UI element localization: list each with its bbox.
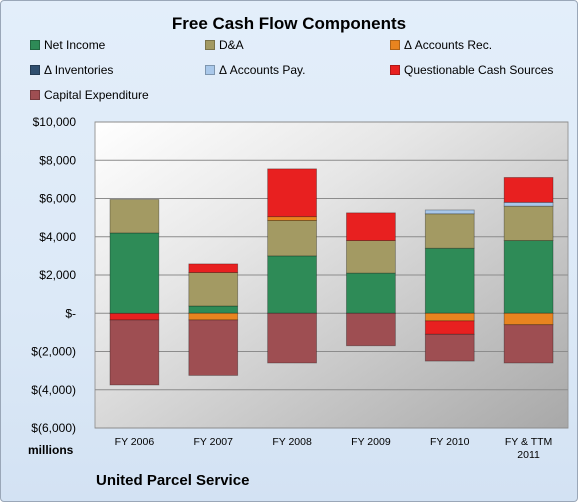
- legend-item: Δ Accounts Pay.: [205, 63, 306, 77]
- x-axis: FY 2006 FY 2007 FY 2008 FY 2009 FY 2010 FY & …: [115, 436, 553, 461]
- bar-segment: [503, 201, 554, 207]
- y-tick-label: $6,000: [39, 192, 76, 206]
- bar-segment: [188, 312, 239, 321]
- bar-segment: [503, 324, 554, 364]
- bar-segment: [346, 312, 396, 347]
- bar-segment: [267, 220, 317, 257]
- bar-segment: [188, 319, 239, 376]
- bar-segment: [188, 305, 239, 314]
- bar-segment: [188, 272, 239, 307]
- legend-swatch: [205, 40, 215, 50]
- bar-segment: [346, 272, 396, 314]
- bar-segment: [503, 205, 554, 241]
- bar-segment: [267, 312, 317, 364]
- bar-segment: [346, 212, 396, 241]
- units-label: millions: [28, 443, 74, 457]
- legend-swatch: [30, 65, 40, 75]
- x-tick-label: FY 2010: [430, 436, 470, 448]
- x-tick-label: FY 2009: [351, 436, 391, 448]
- bar-segment: [346, 240, 396, 274]
- bar-segment: [109, 199, 160, 234]
- bars: [109, 168, 554, 386]
- bar-segment: [503, 240, 554, 314]
- y-tick-label: $(4,000): [31, 383, 76, 397]
- legend-item: Capital Expenditure: [30, 88, 149, 102]
- legend-label: Δ Inventories: [44, 63, 114, 77]
- legend-item: Δ Inventories: [30, 63, 113, 77]
- legend-label: Net Income: [44, 38, 106, 52]
- y-tick-label: $(6,000): [31, 421, 76, 435]
- bar-segment: [503, 312, 554, 326]
- legend-swatch: [205, 65, 215, 75]
- y-tick-label: $8,000: [39, 153, 76, 167]
- bar-segment: [109, 232, 160, 314]
- bar-segment: [109, 312, 160, 321]
- bar-segment: [424, 213, 475, 249]
- x-tick-label: FY 2008: [272, 436, 312, 448]
- x-tick-label: FY & TTM: [505, 436, 552, 448]
- legend-label: D&A: [219, 38, 244, 52]
- bar-segment: [424, 333, 475, 362]
- y-axis: $10,000 $8,000 $6,000 $4,000 $2,000 $- $(2,000…: [31, 115, 76, 435]
- x-tick-label: FY 2007: [193, 436, 233, 448]
- bar-segment: [267, 216, 317, 221]
- legend-label: Δ Accounts Rec.: [404, 38, 493, 52]
- x-tick-label: FY 2006: [115, 436, 155, 448]
- chart-title: Free Cash Flow Components: [171, 14, 407, 33]
- bar-segment: [424, 312, 475, 322]
- bar-segment: [424, 209, 475, 215]
- y-tick-label: $2,000: [39, 268, 76, 282]
- legend-item: Δ Accounts Rec.: [390, 38, 492, 52]
- y-tick-label: $-: [65, 306, 76, 320]
- legend-swatch: [390, 65, 400, 75]
- y-tick-label: $10,000: [33, 115, 77, 129]
- legend-label: Δ Accounts Pay.: [219, 63, 306, 77]
- legend-item: D&A: [205, 38, 244, 52]
- bar-segment: [267, 255, 317, 314]
- bar-segment: [424, 320, 475, 335]
- bar-segment: [503, 177, 554, 203]
- legend-item: Net Income: [30, 38, 105, 52]
- legend-item: Questionable Cash Sources: [390, 63, 553, 77]
- gridlines: [95, 121, 568, 429]
- bar-segment: [424, 247, 475, 314]
- bar-segment: [188, 263, 239, 273]
- bar-segment: [109, 319, 160, 386]
- legend-label: Questionable Cash Sources: [404, 63, 554, 77]
- legend-swatch: [30, 40, 40, 50]
- company-name: United Parcel Service: [96, 472, 250, 489]
- bar-segment: [267, 168, 317, 218]
- y-tick-label: $4,000: [39, 230, 76, 244]
- legend-label: Capital Expenditure: [44, 88, 149, 102]
- legend-swatch: [30, 90, 40, 100]
- y-tick-label: $(2,000): [31, 345, 76, 359]
- legend-swatch: [390, 40, 400, 50]
- x-tick-label: 2011: [517, 449, 540, 461]
